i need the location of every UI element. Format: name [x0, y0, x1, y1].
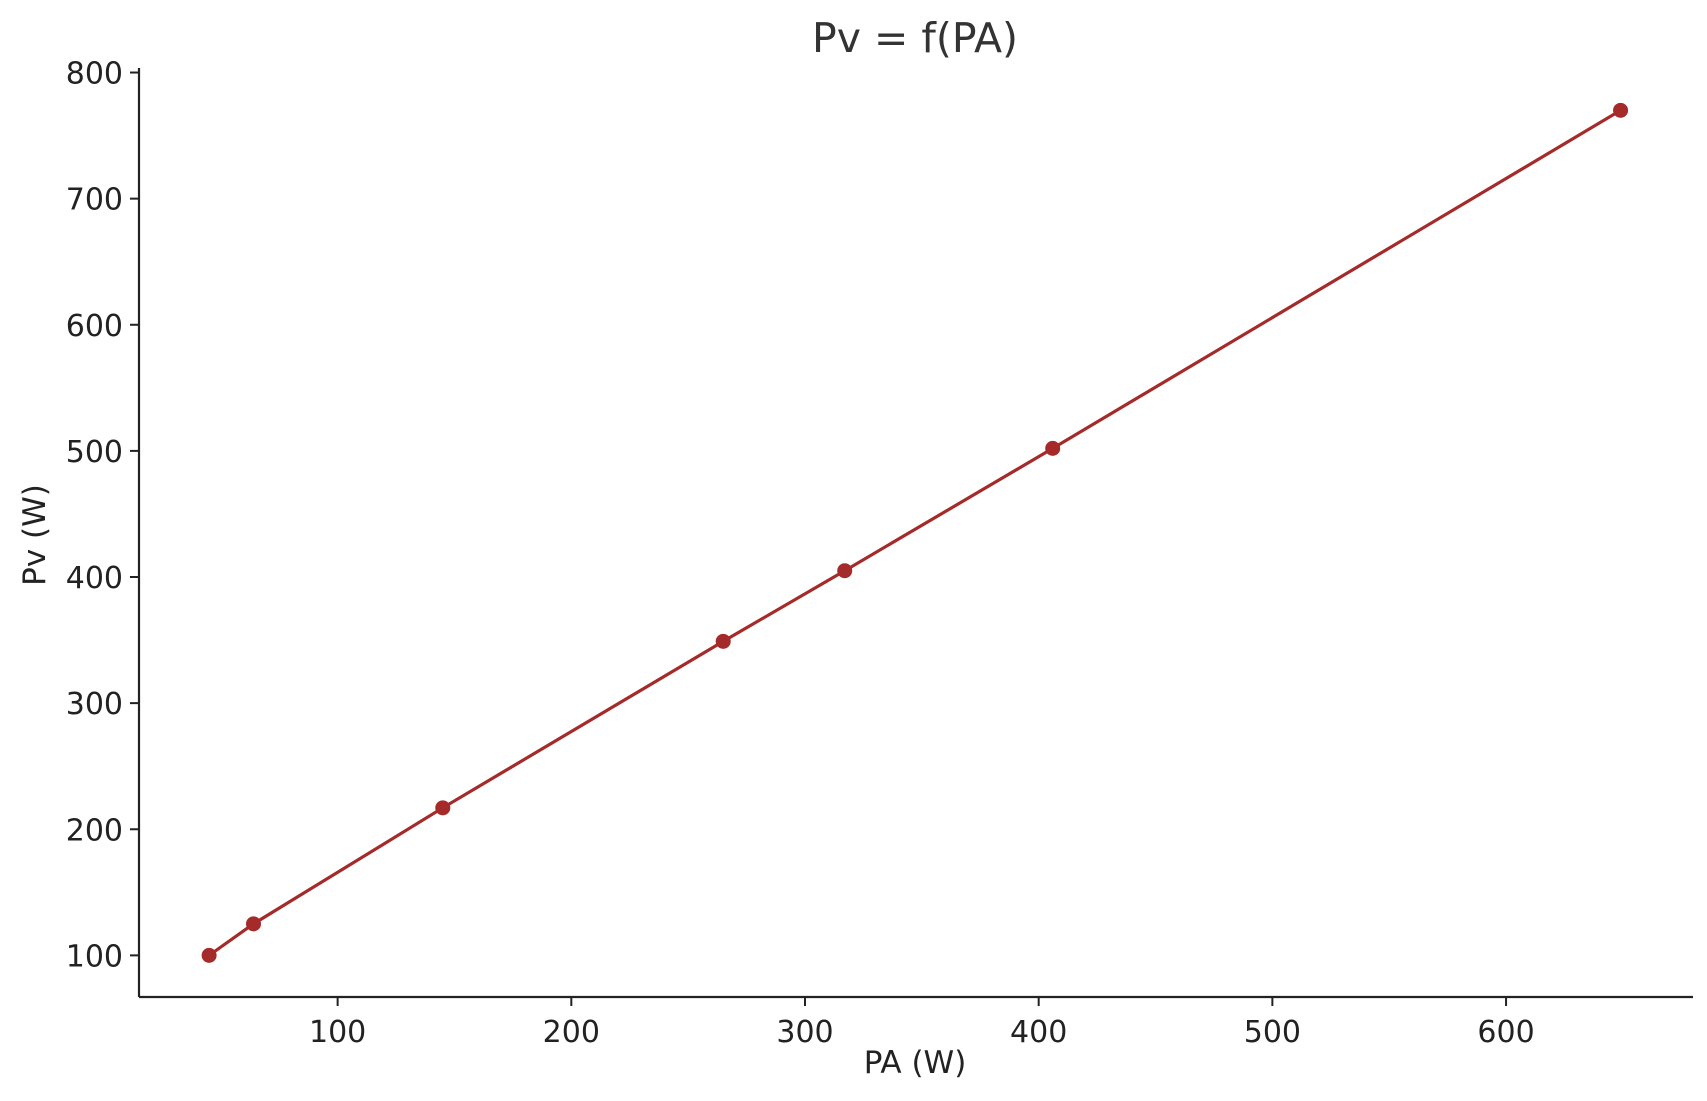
y-tick-label: 700 [66, 183, 123, 218]
y-tick-label: 500 [66, 435, 123, 470]
y-tick-label: 300 [66, 687, 123, 722]
y-axis-label: Pv (W) [17, 484, 53, 586]
x-tick-label: 100 [309, 1015, 366, 1050]
data-point [246, 916, 262, 932]
axes [137, 68, 1693, 999]
x-axis-label: PA (W) [864, 1045, 967, 1081]
y-axis-ticks: 100 200 300 400 500 600 700 800 [66, 57, 139, 974]
data-point [715, 633, 731, 649]
series-layer [201, 102, 1629, 963]
data-point [837, 563, 853, 579]
x-tick-label: 300 [776, 1015, 833, 1050]
data-point [1613, 102, 1629, 118]
chart-title: Pv = f(PA) [812, 14, 1018, 62]
y-tick-label: 400 [66, 561, 123, 596]
x-tick-label: 600 [1477, 1015, 1534, 1050]
x-tick-label: 200 [543, 1015, 600, 1050]
series-line [208, 108, 1622, 957]
data-point [435, 800, 451, 816]
x-tick-label: 500 [1244, 1015, 1301, 1050]
y-tick-label: 100 [66, 939, 123, 974]
y-tick-label: 200 [66, 813, 123, 848]
data-point [201, 947, 217, 963]
data-point [1045, 440, 1061, 456]
x-axis-ticks: 100 200 300 400 500 600 [309, 997, 1535, 1050]
y-tick-label: 800 [66, 57, 123, 92]
y-tick-label: 600 [66, 309, 123, 344]
x-tick-label: 400 [1010, 1015, 1067, 1050]
